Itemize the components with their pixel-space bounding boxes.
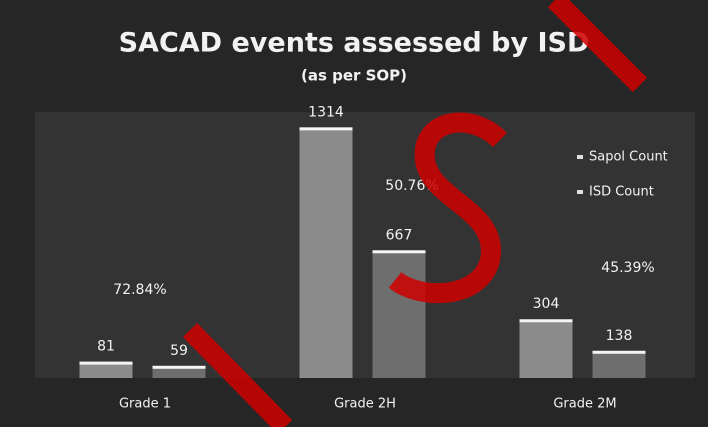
chart-subtitle: (as per SOP) xyxy=(301,67,407,85)
x-tick-label: Grade 2M xyxy=(553,397,616,412)
data-label: 667 xyxy=(386,227,413,243)
plot-area xyxy=(35,112,695,378)
bar-cap xyxy=(152,365,206,369)
data-label: 59 xyxy=(170,343,188,359)
watermark-stroke xyxy=(547,0,648,93)
annotation: 72.84% xyxy=(113,282,166,298)
watermark-stroke xyxy=(388,112,508,304)
legend-label: ISD Count xyxy=(589,185,654,200)
data-label: 138 xyxy=(606,328,633,344)
marks: Grade 1 81 59 Grade 2H 1314 667 Grade 2M 304 138… xyxy=(79,104,668,412)
legend-swatch xyxy=(577,190,583,194)
x-tick-label: Grade 1 xyxy=(119,397,171,412)
bar-cap xyxy=(299,127,353,131)
bar xyxy=(152,366,206,378)
bar-cap xyxy=(372,250,426,254)
bar xyxy=(519,320,573,378)
chart-title: SACAD events assessed by ISD xyxy=(119,28,590,59)
watermark-stroke xyxy=(182,323,293,427)
legend-label: Sapol Count xyxy=(589,150,668,165)
annotation: 45.39% xyxy=(601,260,654,276)
bar xyxy=(79,362,133,378)
legend-swatch xyxy=(577,155,583,159)
data-label: 81 xyxy=(97,339,115,355)
bar xyxy=(372,251,426,378)
data-label: 1314 xyxy=(308,104,344,120)
bar xyxy=(592,351,646,378)
watermark xyxy=(182,0,648,427)
data-label: 304 xyxy=(533,296,560,312)
bar-cap xyxy=(519,319,573,323)
bar-cap xyxy=(592,350,646,354)
x-tick-label: Grade 2H xyxy=(334,397,396,412)
bar xyxy=(299,128,353,378)
bar-cap xyxy=(79,361,133,365)
